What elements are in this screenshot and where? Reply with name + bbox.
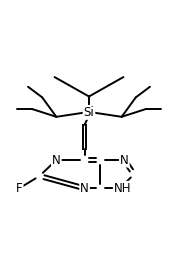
Text: N: N [80,182,89,195]
Text: N: N [120,153,129,167]
Text: Si: Si [84,106,94,119]
Text: N: N [52,153,61,167]
Text: NH: NH [114,182,131,195]
Text: F: F [16,182,23,195]
